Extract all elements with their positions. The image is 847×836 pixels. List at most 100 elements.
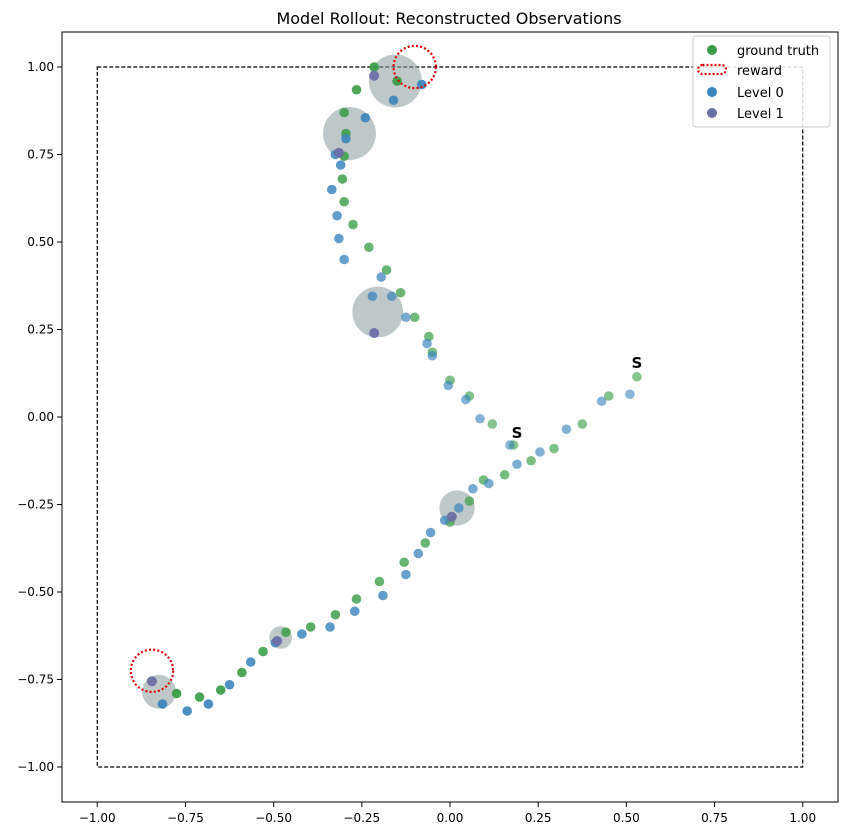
start-marker: S	[512, 424, 523, 442]
level0-point	[335, 160, 346, 170]
start-markers: SS	[512, 354, 643, 442]
level0-point	[454, 503, 464, 513]
level0-point	[224, 679, 235, 690]
legend-label-level1: Level 1	[737, 107, 784, 122]
x-tick-label: 0.75	[701, 811, 728, 825]
legend-marker-level1	[707, 108, 717, 118]
level0-point	[387, 291, 397, 302]
ground-truth-point	[194, 692, 205, 702]
legend-box	[692, 35, 831, 128]
level0-point	[401, 312, 411, 323]
legend-marker-ground-truth	[707, 45, 717, 55]
level0-point	[416, 79, 427, 90]
level0-point	[245, 657, 256, 667]
level0-point	[475, 413, 485, 424]
level0-point	[512, 459, 522, 470]
ground-truth-point	[337, 174, 348, 184]
x-tick-label: 0.50	[613, 811, 640, 825]
ground-truth-point	[339, 107, 349, 118]
ground-truth-point	[364, 242, 374, 253]
ground-truth-point	[381, 265, 392, 275]
level1-point	[333, 147, 344, 158]
reward-ring	[392, 44, 437, 90]
start-marker: S	[632, 354, 643, 372]
level0-point	[484, 478, 494, 489]
y-tick-label: −1.00	[17, 760, 54, 774]
x-tick-label: −1.00	[79, 811, 116, 825]
level0-point	[378, 590, 388, 601]
legend-label-ground-truth: ground truth	[737, 44, 819, 59]
reward-ring	[129, 648, 175, 694]
ground-truth-point	[369, 62, 379, 72]
y-axis: −1.00 −0.75 −0.50 −0.25 0.00 0.25 0.50 0.75 1.00	[17, 60, 62, 774]
level1-point	[446, 511, 457, 522]
ground-truth-point	[305, 622, 316, 632]
plot-area: SS	[61, 31, 839, 803]
y-tick-label: 0.75	[27, 148, 54, 162]
level0-point	[461, 394, 471, 405]
level0-point	[297, 629, 307, 639]
ground-truth-point	[348, 219, 358, 230]
level0-point	[325, 622, 335, 632]
ground-truth-point	[351, 84, 362, 95]
ground-truth-point	[215, 685, 226, 695]
level0-point	[443, 380, 454, 391]
y-tick-label: 0.00	[27, 410, 54, 424]
ground-truth-point	[339, 196, 349, 207]
x-tick-label: −0.25	[343, 811, 380, 825]
level0-point	[388, 95, 399, 106]
level0-point	[596, 396, 607, 407]
level0-point	[625, 389, 635, 400]
y-tick-label: 1.00	[27, 60, 54, 74]
ground-truth-point	[420, 538, 431, 548]
level0-point	[505, 440, 515, 450]
y-tick-label: 0.25	[27, 323, 54, 337]
ground-truth-point	[549, 443, 559, 454]
x-tick-label: 0.25	[525, 811, 552, 825]
level1-layer	[146, 70, 457, 687]
ground-truth-point	[237, 667, 247, 678]
ground-truth-point	[632, 371, 642, 382]
legend-label-level0: Level 0	[737, 86, 784, 101]
legend-marker-reward	[696, 63, 728, 76]
level0-point	[332, 210, 342, 221]
legend-label-reward: reward	[737, 64, 782, 79]
level0-point	[327, 184, 337, 195]
level0-point	[339, 254, 349, 265]
level1-point	[369, 70, 380, 81]
ground-truth-point	[171, 688, 182, 699]
level0-point	[367, 291, 378, 302]
ground-truth-point	[526, 455, 536, 466]
ground-truth-point	[395, 287, 406, 298]
y-tick-label: 0.50	[27, 235, 54, 249]
ground-truth-point	[351, 594, 362, 604]
ground-truth-point	[464, 496, 475, 506]
ground-truth-point	[392, 76, 402, 86]
level0-point	[349, 606, 360, 617]
ground-truth-point	[330, 609, 341, 620]
ground-truth-point	[499, 469, 510, 480]
level0-point	[427, 350, 438, 361]
level1-point	[369, 328, 380, 338]
ground-truth-point	[603, 391, 614, 401]
level0-point	[182, 706, 193, 716]
level0-point	[535, 447, 545, 457]
level1-point	[272, 636, 283, 646]
ground-truth-point	[487, 419, 498, 429]
ground-truth-point	[577, 419, 588, 429]
y-tick-label: −0.50	[17, 585, 54, 599]
level0-point	[401, 569, 411, 580]
level0-point	[334, 233, 344, 244]
level1-point	[146, 676, 157, 687]
legend: ground truth reward Level 0 Level 1	[692, 35, 831, 128]
x-tick-label: 1.00	[789, 811, 816, 825]
reward-layer	[129, 44, 437, 694]
x-tick-label: −0.50	[255, 811, 292, 825]
level0-point	[561, 424, 572, 435]
ground-truth-point	[409, 312, 420, 323]
boundary-box	[96, 66, 804, 768]
level0-point	[422, 338, 432, 349]
y-tick-label: −0.75	[17, 673, 54, 687]
ground-truth-point	[374, 576, 385, 587]
